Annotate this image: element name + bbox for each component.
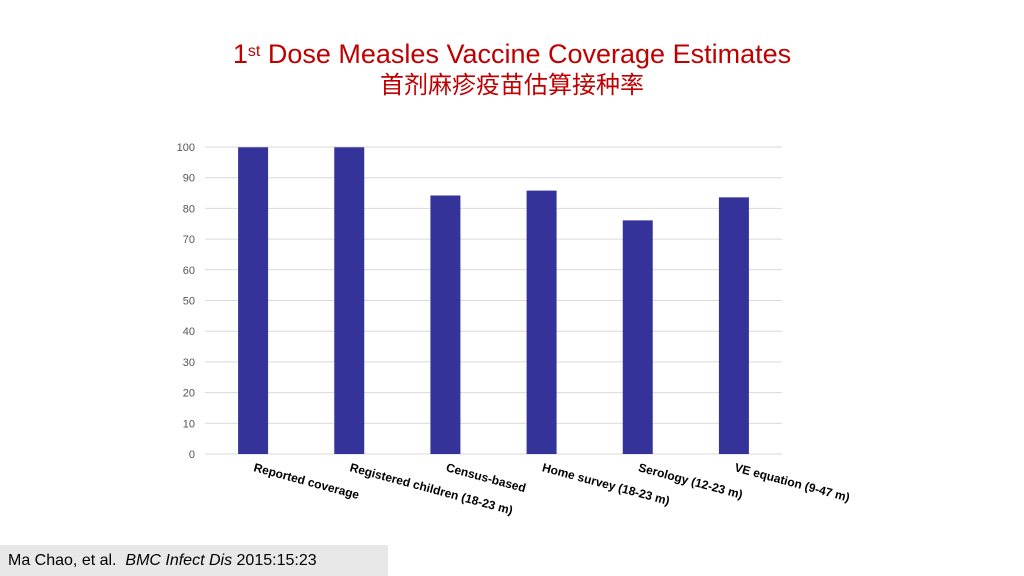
bar [334,147,365,454]
y-tick-label: 30 [183,357,195,369]
y-tick-label: 20 [183,388,195,400]
title-line-english: 1st Dose Measles Vaccine Coverage Estima… [0,38,1024,70]
bar [718,197,749,454]
y-tick-label: 70 [183,234,195,246]
gridlines [205,146,782,455]
y-tick-label: 80 [183,203,195,215]
y-tick-label: 90 [183,173,195,185]
title-prefix: 1 [232,39,248,69]
bar [430,195,461,455]
citation-ref: 2015:15:23 [236,552,317,569]
y-tick-label: 50 [183,296,195,308]
bar [526,190,557,454]
bar [238,147,269,454]
bars [238,147,749,455]
y-axis: 0 10 20 30 40 50 60 70 80 90 100 [177,142,195,461]
x-tick-label: VE equation (9-47 m) [733,460,851,504]
y-tick-label: 100 [177,142,195,154]
citation-authors: Ma Chao, et al. [8,552,117,569]
y-tick-label: 0 [189,449,195,461]
title-superscript: st [247,43,261,60]
citation: Ma Chao, et al. BMC Infect Dis 2015:15:2… [0,545,388,576]
title-line-chinese: 首剂麻疹疫苗估算接种率 [380,71,644,99]
citation-journal: BMC Infect Dis [125,552,233,569]
title-main: Dose Measles Vaccine Coverage Estimates [260,39,792,69]
x-tick-label: Registered children (18-23 m) [348,460,514,517]
y-tick-label: 10 [183,418,195,430]
y-tick-label: 60 [183,265,195,277]
bar [622,220,653,454]
chart-title: 1st Dose Measles Vaccine Coverage Estima… [0,38,1024,100]
y-tick-label: 40 [183,326,195,338]
x-tick-label: Reported coverage [252,460,361,502]
